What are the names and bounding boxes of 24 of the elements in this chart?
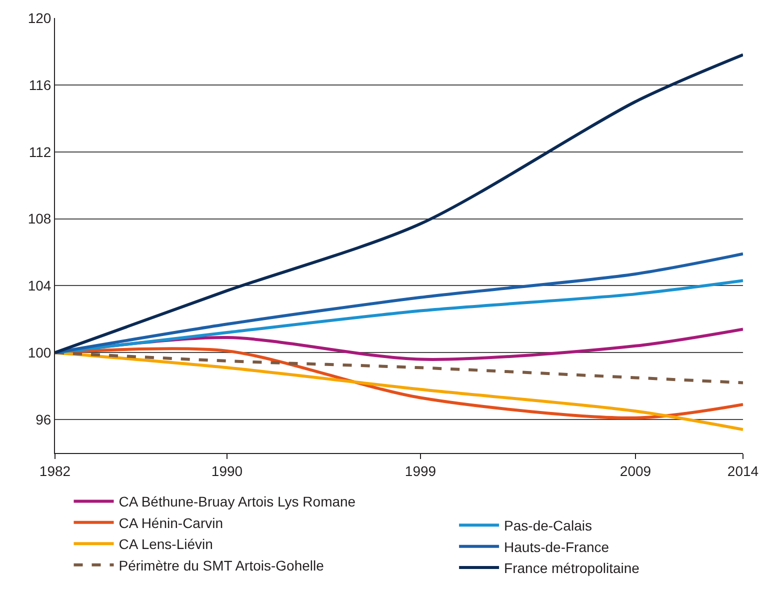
line-series bbox=[55, 53, 743, 354]
line-series bbox=[55, 279, 743, 354]
y-tick-label: 96 bbox=[36, 411, 52, 428]
line-series bbox=[55, 351, 743, 384]
x-tick-label: 1999 bbox=[404, 462, 436, 479]
y-tick-label: 116 bbox=[28, 76, 52, 93]
x-tick-label: 2014 bbox=[727, 462, 759, 479]
legend-label: France métropolitaine bbox=[504, 560, 640, 576]
legend-label: CA Hénin-Carvin bbox=[118, 514, 224, 531]
y-tick-label: 112 bbox=[28, 144, 52, 160]
line-series bbox=[55, 252, 743, 354]
y-tick-label: 100 bbox=[28, 344, 52, 361]
legend-label: Hauts-de-France bbox=[504, 538, 610, 555]
x-tick-label: 1990 bbox=[211, 462, 243, 479]
y-tick-label: 120 bbox=[28, 10, 52, 26]
legend-label: CA Béthune-Bruay Artois Lys Romane bbox=[118, 494, 356, 510]
x-tick-label: 2009 bbox=[620, 462, 652, 479]
y-tick-label: 104 bbox=[28, 278, 52, 294]
line-series bbox=[55, 351, 743, 432]
legend-label: Périmètre du SMT Artois-Gohelle bbox=[118, 557, 324, 574]
legend-label: Pas-de-Calais bbox=[504, 518, 592, 534]
y-tick-label: 108 bbox=[28, 210, 52, 227]
x-tick-label: 1982 bbox=[39, 462, 71, 479]
legend-label: CA Lens-Liévin bbox=[118, 536, 213, 552]
